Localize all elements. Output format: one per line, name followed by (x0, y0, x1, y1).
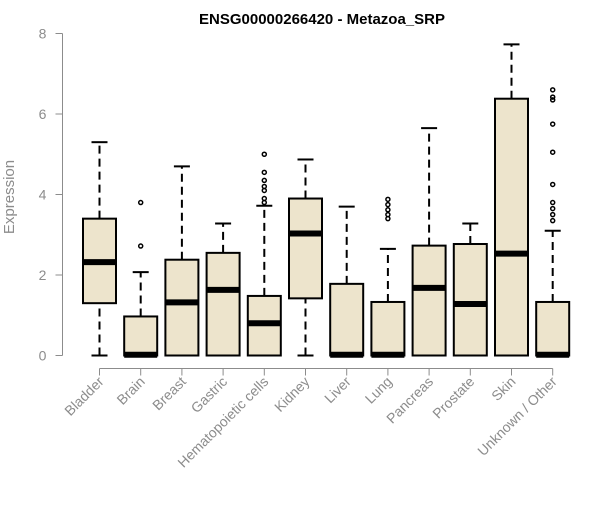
box-body (288, 197, 323, 300)
box-unknown-other (535, 87, 571, 358)
outlier-point (261, 151, 268, 157)
outlier-point (385, 207, 391, 213)
box-brain (123, 199, 159, 358)
box-skin (494, 43, 529, 357)
outlier-point (137, 243, 144, 249)
outlier-point (549, 211, 556, 218)
box-series (82, 43, 571, 358)
box-pancreas (411, 127, 447, 357)
box-body (452, 243, 488, 357)
y-tick-label: 0 (39, 348, 47, 364)
box-body (370, 300, 406, 357)
y-tick-label: 4 (39, 187, 47, 203)
outlier-point (549, 217, 556, 224)
outlier-point (385, 196, 391, 203)
outlier-point (549, 199, 556, 206)
box-gastric (205, 222, 241, 357)
y-tick-label: 2 (39, 267, 47, 283)
chart-title: ENSG00000266420 - Metazoa_SRP (199, 11, 445, 28)
outlier-point (549, 121, 556, 127)
box-liver (329, 205, 365, 358)
outlier-point (261, 169, 268, 176)
y-tick-label: 8 (39, 26, 47, 42)
y-tick-label: 6 (39, 106, 47, 122)
box-breast (164, 165, 200, 357)
outlier-point (261, 183, 268, 190)
box-body (164, 258, 200, 357)
box-body (411, 244, 447, 357)
box-body (535, 300, 571, 357)
box-body (329, 282, 365, 357)
box-body (205, 251, 241, 357)
box-kidney (288, 158, 323, 357)
outlier-point (549, 205, 556, 212)
outlier-point (549, 181, 556, 188)
y-axis: 0 2 4 6 8 (39, 26, 63, 364)
outlier-point (385, 211, 391, 218)
x-tick-label-bladder: Bladder (61, 373, 107, 419)
x-tick-label-liver: Liver (321, 373, 354, 406)
y-axis-label: Expression (1, 160, 18, 234)
outlier-point (549, 87, 556, 93)
outlier-point (549, 149, 556, 155)
outlier-point (385, 201, 391, 208)
box-hematopoietic-cells (246, 151, 282, 357)
x-tick-label-breast: Breast (149, 373, 189, 413)
outlier-point (261, 177, 268, 184)
x-tick-label-prostate: Prostate (429, 373, 477, 421)
outlier-point (261, 195, 268, 202)
box-body (494, 97, 529, 357)
x-tick-label-skin: Skin (488, 373, 519, 404)
box-bladder (82, 141, 117, 357)
box-body (123, 315, 159, 357)
box-lung (370, 196, 406, 358)
outlier-point (549, 97, 556, 103)
x-tick-label-brain: Brain (113, 373, 147, 407)
x-tick-label-kidney: Kidney (271, 373, 313, 415)
outlier-point (137, 199, 144, 206)
outlier-point (549, 94, 556, 100)
x-tick-label-lung: Lung (362, 373, 395, 406)
box-prostate (452, 222, 488, 357)
